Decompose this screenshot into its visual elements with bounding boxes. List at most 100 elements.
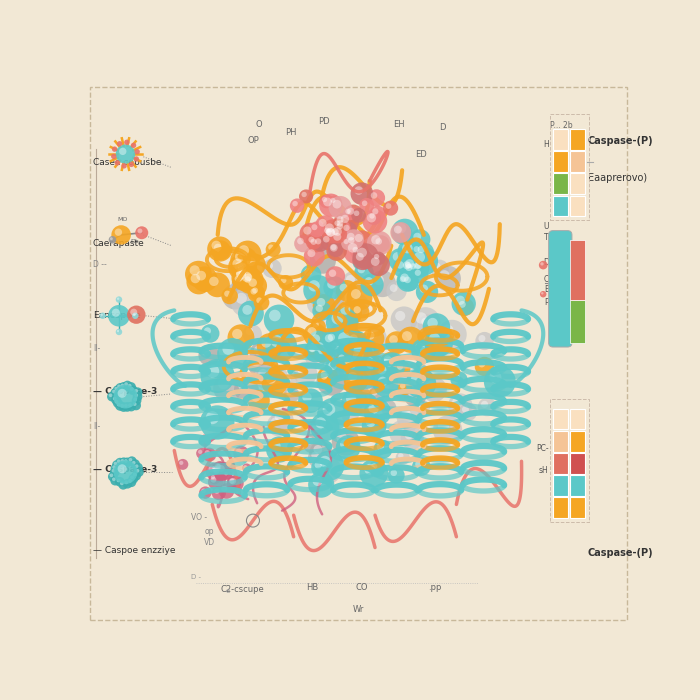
Circle shape [393, 424, 404, 434]
Circle shape [418, 402, 424, 408]
Circle shape [132, 395, 141, 405]
Text: Caspase-(P): Caspase-(P) [588, 548, 653, 558]
Circle shape [237, 262, 246, 272]
Circle shape [391, 218, 419, 246]
Circle shape [328, 361, 337, 370]
Circle shape [342, 389, 368, 416]
Circle shape [326, 266, 345, 286]
Circle shape [216, 464, 221, 468]
Circle shape [344, 204, 363, 223]
Circle shape [327, 280, 336, 288]
Circle shape [216, 466, 221, 470]
Circle shape [286, 389, 293, 396]
Circle shape [357, 391, 372, 406]
Circle shape [262, 364, 288, 389]
Circle shape [133, 463, 143, 473]
Circle shape [135, 464, 139, 468]
Circle shape [374, 374, 384, 384]
Circle shape [394, 245, 421, 272]
Circle shape [384, 402, 389, 408]
Bar [570, 300, 585, 343]
Circle shape [351, 183, 373, 205]
Circle shape [211, 477, 216, 483]
Circle shape [325, 334, 333, 342]
Circle shape [346, 360, 363, 376]
Circle shape [199, 486, 211, 499]
Circle shape [208, 474, 223, 489]
Circle shape [398, 453, 403, 459]
Circle shape [378, 364, 386, 372]
Circle shape [332, 312, 344, 324]
Circle shape [335, 326, 346, 337]
Circle shape [107, 392, 117, 402]
Circle shape [330, 197, 335, 203]
Circle shape [132, 461, 136, 465]
Circle shape [323, 310, 330, 317]
Circle shape [274, 413, 284, 421]
Bar [553, 431, 568, 452]
Circle shape [398, 238, 425, 266]
Circle shape [214, 244, 222, 251]
Circle shape [344, 370, 366, 393]
Circle shape [337, 223, 343, 230]
Text: C2-cscupe: C2-cscupe [220, 585, 264, 594]
Circle shape [336, 280, 358, 302]
Circle shape [116, 401, 125, 411]
Circle shape [238, 300, 264, 326]
Text: H: H [543, 140, 549, 149]
Circle shape [111, 476, 120, 486]
Circle shape [228, 324, 254, 351]
Circle shape [133, 392, 143, 402]
Circle shape [409, 246, 438, 276]
Circle shape [342, 406, 359, 424]
Circle shape [367, 214, 376, 223]
Bar [553, 498, 568, 518]
Circle shape [131, 400, 141, 410]
Circle shape [390, 284, 398, 292]
Circle shape [198, 449, 202, 454]
Circle shape [271, 335, 283, 347]
Circle shape [307, 327, 316, 336]
Circle shape [405, 248, 428, 271]
Circle shape [416, 281, 438, 303]
Circle shape [213, 461, 226, 474]
Circle shape [236, 293, 247, 304]
Circle shape [134, 467, 143, 477]
Circle shape [347, 351, 370, 374]
Circle shape [314, 461, 322, 468]
Circle shape [325, 330, 344, 349]
Circle shape [355, 234, 363, 242]
Text: Casee copusbe: Casee copusbe [93, 158, 162, 167]
Circle shape [344, 356, 353, 365]
Circle shape [343, 337, 349, 343]
Circle shape [111, 154, 116, 159]
Circle shape [237, 267, 264, 294]
Circle shape [234, 258, 258, 282]
Circle shape [116, 296, 122, 303]
Circle shape [304, 340, 327, 363]
Circle shape [338, 354, 345, 361]
Circle shape [236, 270, 246, 279]
Circle shape [410, 307, 440, 337]
Circle shape [379, 352, 405, 379]
Circle shape [268, 244, 274, 250]
Circle shape [333, 227, 342, 236]
Circle shape [136, 469, 139, 472]
Circle shape [120, 482, 124, 485]
Text: O: O [255, 120, 262, 129]
Circle shape [397, 274, 413, 289]
Circle shape [426, 381, 435, 391]
Circle shape [256, 298, 262, 303]
Circle shape [127, 456, 136, 466]
Circle shape [489, 371, 501, 383]
Circle shape [335, 346, 360, 372]
Circle shape [388, 467, 405, 484]
Circle shape [314, 445, 322, 454]
Circle shape [250, 342, 275, 367]
Bar [570, 498, 585, 518]
Circle shape [328, 196, 351, 219]
Circle shape [348, 237, 355, 244]
Text: EH: EH [393, 120, 405, 129]
Circle shape [539, 261, 547, 270]
Circle shape [398, 381, 412, 395]
